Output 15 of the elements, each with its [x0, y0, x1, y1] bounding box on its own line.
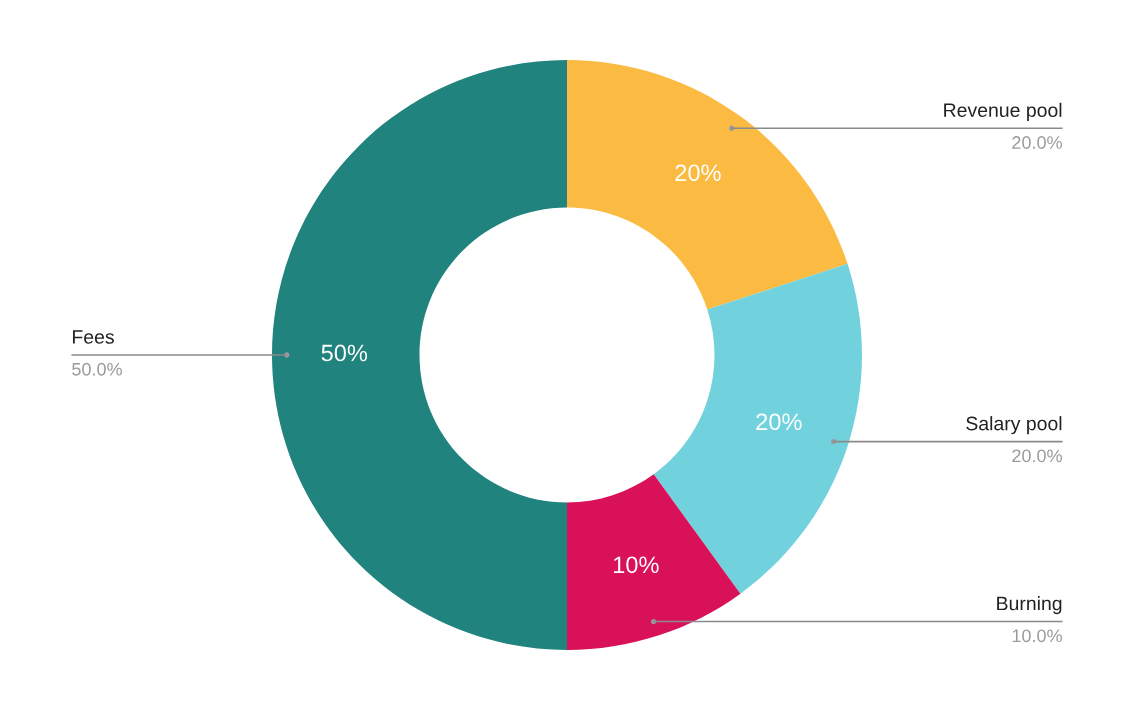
- donut-slice: [567, 60, 848, 310]
- slice-label: Salary pool: [966, 416, 1062, 435]
- data-label: 20%: [675, 164, 721, 182]
- data-label: 50%: [321, 344, 368, 362]
- data-label: 20%: [756, 413, 802, 431]
- text: 20.0%: [1012, 136, 1062, 149]
- text: 50.0%: [72, 362, 122, 376]
- donut-slice: [272, 60, 567, 650]
- text: 20.0%: [1012, 449, 1062, 463]
- data-label: 10%: [614, 556, 659, 574]
- text: 10.0%: [1012, 629, 1062, 643]
- donut-slice: [567, 474, 741, 650]
- slice-label: Fees: [73, 330, 114, 344]
- slice-label: Burning: [997, 596, 1062, 615]
- slice-label: Revenue pool: [944, 102, 1062, 121]
